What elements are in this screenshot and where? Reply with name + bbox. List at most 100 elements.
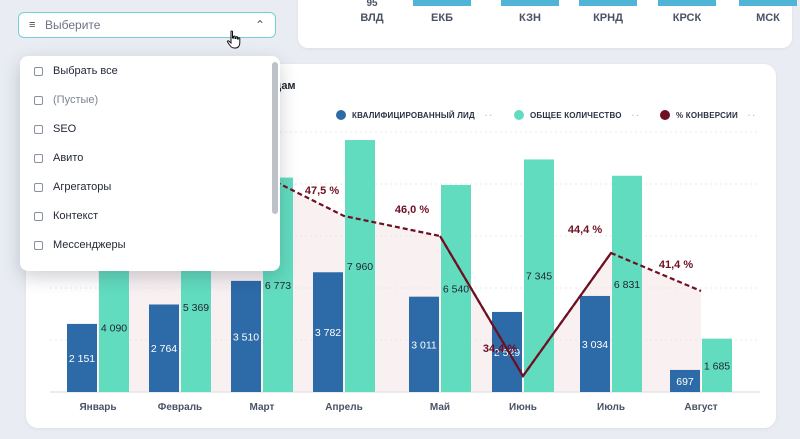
dropdown-option[interactable]: Агрегаторы [34, 181, 111, 193]
bar-total [702, 338, 732, 392]
conversion-value: 41,4 % [659, 259, 693, 271]
bar-lead-value: 697 [676, 376, 694, 388]
bar-lead [149, 304, 179, 392]
filter-dropdown-list: Выбрать все (Пустые) SEO Авито Агрегаторы Кон… [20, 56, 280, 271]
bar-lead [492, 311, 522, 392]
legend-ellipsis-icon: ·· [747, 110, 758, 120]
x-tick-label: Апрель [325, 402, 362, 413]
dropdown-option-label: Авито [53, 152, 84, 164]
region-name: ВЛД [360, 12, 384, 24]
bar-lead [670, 369, 700, 392]
dropdown-option-label: Контекст [53, 210, 99, 222]
chevron-up-icon[interactable]: ⌃ [254, 18, 265, 32]
bar-total-value: 6 773 [265, 280, 291, 292]
dropdown-option[interactable]: SEO [34, 123, 76, 135]
x-tick-label: Июнь [509, 402, 537, 413]
region-name: ЕКБ [431, 12, 453, 24]
bar-lead [313, 272, 343, 392]
bar-lead-value: 3 510 [233, 331, 259, 343]
legend-ellipsis-icon: ·· [484, 110, 495, 120]
region-bar: 95 [366, 0, 378, 9]
region-name: КРСК [672, 12, 702, 24]
hand-cursor-icon [226, 30, 241, 49]
checkbox[interactable] [34, 240, 43, 250]
x-tick-label: Январь [79, 402, 116, 413]
filter-select-placeholder: Выберите [45, 18, 101, 32]
dropdown-option[interactable]: Выбрать все [34, 65, 118, 77]
bar-total-value: 7 345 [526, 271, 552, 283]
legend-lead-label: КВАЛИФИЦИРОВАННЫЙ ЛИД [352, 110, 475, 120]
bar-lead-value: 2 151 [69, 353, 95, 365]
x-tick-label: Май [430, 402, 450, 413]
region-bar [501, 0, 559, 6]
bar-lead-value: 2 764 [151, 343, 177, 355]
bar-total [99, 262, 129, 392]
bar-lead [409, 296, 439, 392]
bar-total-value: 1 685 [704, 360, 730, 372]
legend-conversion-label: % КОНВЕРСИИ [676, 110, 738, 120]
legend-ellipsis-icon: ·· [631, 110, 642, 120]
checkbox[interactable] [34, 211, 43, 221]
bar-total-value: 5 369 [183, 302, 209, 314]
conversion-value: 47,5 % [305, 185, 339, 197]
legend-total-label: ОБЩЕЕ КОЛИЧЕСТВО [530, 110, 622, 120]
conversion-value: 34,4 % [483, 343, 517, 355]
region-name: МСК [756, 12, 780, 24]
dropdown-option-label: SEO [53, 123, 77, 135]
filter-select[interactable]: ≡ Выберите ⌃ [18, 12, 276, 38]
dropdown-option[interactable]: Мессенджеры [34, 239, 126, 251]
legend-conversion-dot-icon [660, 110, 670, 120]
legend-total-dot-icon [514, 110, 524, 120]
bar-total [345, 140, 375, 392]
bar-lead-value: 3 011 [411, 339, 437, 351]
dropdown-option-label: Мессенджеры [53, 239, 126, 251]
dropdown-option[interactable]: (Пустые) [34, 94, 98, 106]
region-bar [739, 0, 797, 6]
bar-lead-value: 2 529 [494, 347, 520, 359]
bar-lead [67, 323, 97, 392]
bar-total [612, 175, 642, 392]
x-tick-label: Август [684, 402, 717, 413]
dropdown-option-label: (Пустые) [53, 94, 99, 106]
legend-lead-dot-icon [336, 110, 346, 120]
dropdown-option-label: Агрегаторы [53, 181, 112, 193]
checkbox[interactable] [34, 66, 43, 76]
dropdown-option[interactable]: Авито [34, 152, 83, 164]
checkbox[interactable] [34, 124, 43, 134]
bar-total-value: 7 960 [347, 261, 373, 273]
region-name: КЗН [519, 12, 541, 24]
bar-total [441, 184, 471, 392]
region-label: 95 ВЛД [342, 0, 402, 24]
bar-total-value: 4 090 [101, 322, 127, 334]
x-tick-label: Март [250, 402, 275, 413]
region-label: ЕКБ [412, 0, 472, 24]
legend-item-lead[interactable]: КВАЛИФИЦИРОВАННЫЙ ЛИД ·· [336, 110, 494, 120]
bar-lead-value: 3 034 [582, 339, 608, 351]
x-tick-label: Июль [597, 402, 625, 413]
conversion-line-solid [439, 235, 612, 379]
checkbox[interactable] [34, 153, 43, 163]
checkbox[interactable] [34, 95, 43, 105]
bar-total-value: 6 540 [443, 283, 469, 295]
region-label: КРСК [657, 0, 717, 24]
regions-card [298, 0, 792, 48]
conversion-value: 44,4 % [568, 224, 602, 236]
region-bar [579, 0, 637, 6]
legend-item-total[interactable]: ОБЩЕЕ КОЛИЧЕСТВО ·· [514, 110, 641, 120]
region-label: КРНД [578, 0, 638, 24]
bar-lead-value: 3 782 [315, 327, 341, 339]
checkbox[interactable] [34, 182, 43, 192]
region-name: КРНД [593, 12, 623, 24]
region-bar [658, 0, 716, 6]
bar-total-value: 6 831 [614, 279, 640, 291]
dropdown-option-label: Выбрать все [53, 65, 118, 77]
dropdown-option[interactable]: Контекст [34, 210, 98, 222]
bar-lead [580, 295, 610, 392]
dropdown-scrollbar[interactable] [272, 62, 278, 214]
x-tick-label: Февраль [158, 402, 202, 413]
region-label: КЗН [500, 0, 560, 24]
list-icon: ≡ [29, 19, 36, 31]
region-label: МСК [738, 0, 798, 24]
legend-item-conversion[interactable]: % КОНВЕРСИИ ·· [660, 110, 757, 120]
region-bar [413, 0, 471, 6]
